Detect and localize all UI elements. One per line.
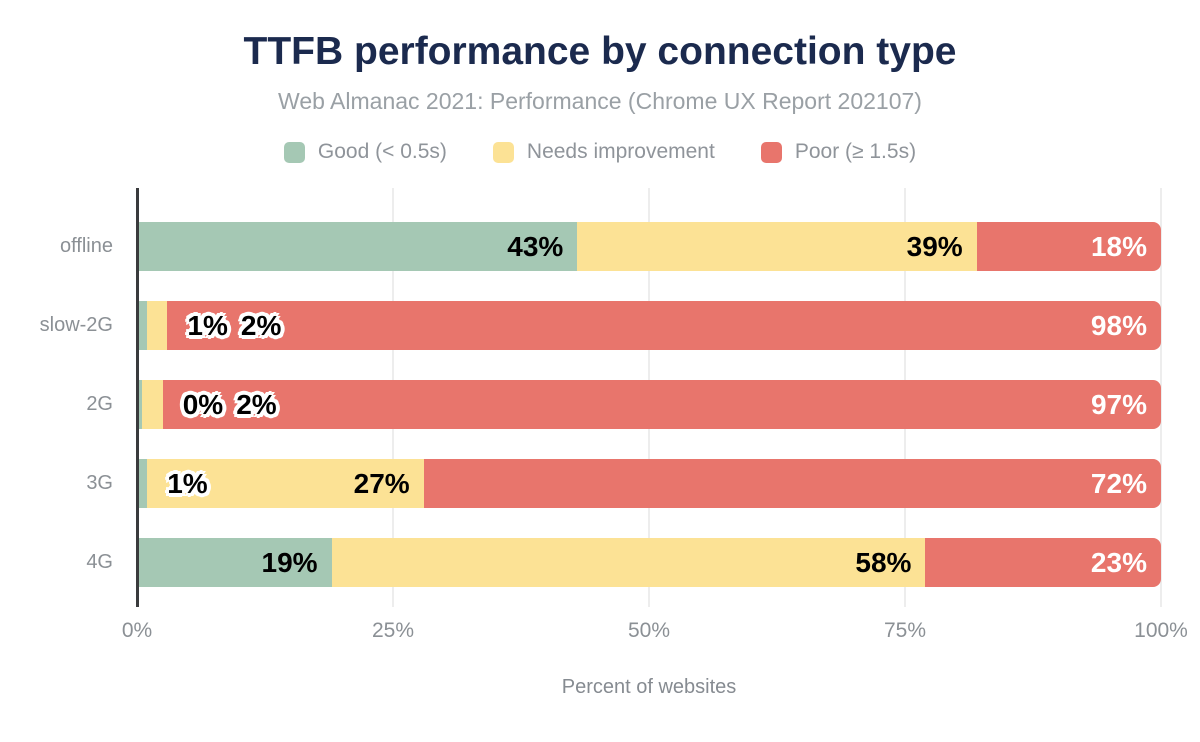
legend-label: Poor (≥ 1.5s) (794, 140, 917, 163)
bar-value-label: 0% (182, 389, 224, 420)
bar-value-label: 27% (353, 468, 410, 499)
bar-value-label: 19% (261, 547, 318, 578)
legend-item: Poor (≥ 1.5s) (760, 140, 917, 164)
bar-segment: 23% (925, 538, 1161, 587)
bar-segment (142, 380, 163, 429)
outside-value-labels: 0% 2% (183, 380, 277, 429)
bar-value-label: 39% (906, 231, 963, 262)
category-label: 2G (86, 393, 113, 415)
legend-swatch (492, 141, 514, 163)
bar-value-label: 97% (1090, 389, 1147, 420)
gridline (1160, 188, 1162, 607)
bar-segment (137, 380, 143, 429)
plot-area: 43% 39% 18% 98% 1% 2% 97% 0% 2% 27% 72% 1% 19% 58% 23% (136, 188, 1162, 607)
bar-segment (137, 459, 148, 508)
category-label: 3G (86, 472, 113, 494)
x-axis-title: Percent of websites (561, 676, 737, 698)
bar-value-label: 2% (240, 310, 282, 341)
bar-segment: 72% (423, 459, 1161, 508)
bar-value-label: 1% (187, 310, 228, 341)
bar-segment (147, 301, 168, 350)
bar-segment: 58% (331, 538, 926, 587)
chart-title: TTFB performance by connection type (243, 30, 957, 73)
bar-segment: 43% (137, 222, 578, 271)
bar-row: 27% 72% 1% (137, 459, 1161, 508)
legend: Good (< 0.5s) Needs improvement Poor (≥ 1.… (0, 140, 1200, 164)
bar-value-label: 98% (1090, 310, 1147, 341)
x-axis-ticks: 0% 25% 50% 75% 100% (122, 619, 1188, 647)
category-label: 4G (86, 551, 113, 573)
bar-segment: 98% (167, 301, 1161, 350)
bar-value-label: 23% (1090, 547, 1147, 578)
bar-segment: 19% (137, 538, 332, 587)
outside-value-labels: 1% 2% (187, 301, 281, 350)
category-label: offline (59, 235, 113, 257)
bar-value-label: 18% (1090, 231, 1147, 262)
x-tick-label: 50% (627, 619, 671, 642)
bar-row: 43% 39% 18% (137, 222, 1161, 271)
legend-item: Good (< 0.5s) (283, 140, 447, 164)
x-tick-label: 75% (883, 619, 927, 642)
bar-row: 97% 0% 2% (137, 380, 1161, 429)
legend-label: Good (< 0.5s) (317, 140, 447, 163)
x-tick-label: 100% (1134, 619, 1188, 642)
category-label: slow-2G (39, 314, 113, 336)
bar-value-label: 2% (236, 389, 277, 420)
bar-segment: 18% (976, 222, 1161, 271)
legend-label: Needs improvement (526, 140, 715, 163)
y-axis-labels: offline slow-2G 2G 3G 4G (0, 188, 125, 607)
x-tick-label: 25% (371, 619, 415, 642)
bar-value-label: 1% (167, 468, 208, 499)
bar-value-label: 58% (855, 547, 912, 578)
bar-segment (137, 301, 148, 350)
legend-item: Needs improvement (492, 140, 715, 164)
bar-value-label: 72% (1090, 468, 1147, 499)
legend-swatch (283, 141, 305, 163)
bar-row: 19% 58% 23% (137, 538, 1161, 587)
bar-value-label: 43% (507, 231, 564, 262)
bar-segment: 97% (162, 380, 1161, 429)
outside-value-labels: 1% (167, 459, 207, 508)
chart-subtitle: Web Almanac 2021: Performance (Chrome UX… (278, 88, 922, 114)
bar-row: 98% 1% 2% (137, 301, 1161, 350)
bar-segment: 27% (147, 459, 424, 508)
legend-swatch (760, 141, 782, 163)
bar-segment: 39% (577, 222, 977, 271)
x-tick-label: 0% (121, 619, 153, 642)
y-axis-line (136, 188, 139, 607)
